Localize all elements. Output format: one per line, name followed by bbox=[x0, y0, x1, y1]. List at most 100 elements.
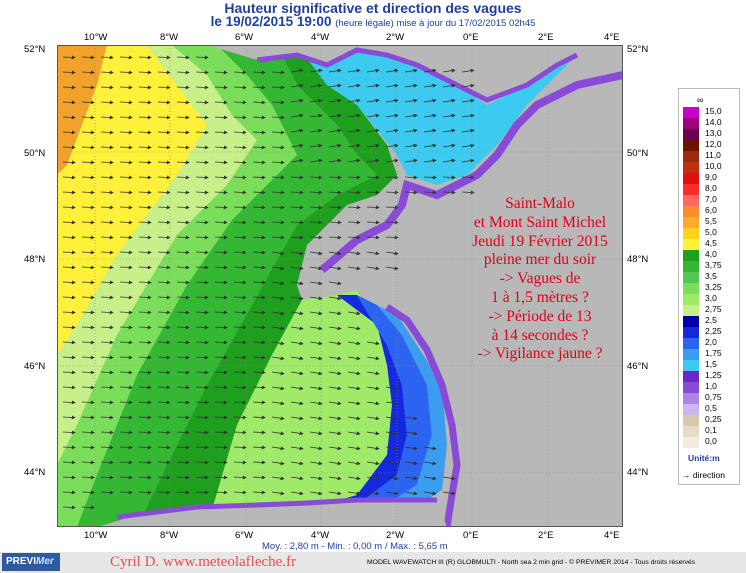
wave-direction-arrow bbox=[347, 386, 361, 391]
wave-direction-arrow bbox=[157, 115, 171, 120]
wave-direction-arrow bbox=[100, 355, 114, 360]
wave-direction-arrow bbox=[252, 355, 266, 360]
wave-direction-arrow bbox=[176, 355, 190, 360]
wave-direction-arrow bbox=[81, 505, 95, 510]
sea-band-darkgreen bbox=[137, 45, 397, 527]
wave-direction-arrow bbox=[252, 475, 266, 480]
legend-swatch bbox=[683, 272, 699, 283]
wave-direction-arrow bbox=[195, 130, 209, 135]
wave-direction-arrow bbox=[100, 385, 114, 390]
wave-direction-arrow bbox=[138, 55, 152, 60]
wave-direction-arrow bbox=[290, 175, 304, 180]
wave-direction-arrow bbox=[100, 235, 114, 240]
wave-direction-arrow bbox=[309, 491, 323, 496]
wave-direction-arrow bbox=[366, 113, 380, 118]
wave-direction-arrow bbox=[252, 100, 266, 105]
wave-direction-arrow bbox=[328, 190, 342, 195]
wave-direction-arrow bbox=[271, 85, 285, 90]
wave-direction-arrow bbox=[461, 143, 475, 148]
wave-direction-arrow bbox=[290, 68, 304, 73]
legend-swatch bbox=[683, 371, 699, 382]
wave-direction-arrow bbox=[347, 341, 361, 346]
lat-label-right: 52°N bbox=[627, 44, 649, 55]
wave-direction-arrow bbox=[157, 55, 171, 60]
legend-swatch bbox=[683, 393, 699, 404]
wave-direction-arrow bbox=[328, 341, 342, 346]
wave-direction-arrow bbox=[404, 446, 418, 451]
wave-direction-arrow bbox=[119, 175, 133, 180]
wave-direction-arrow bbox=[176, 130, 190, 135]
wave-direction-arrow bbox=[347, 401, 361, 406]
wave-direction-arrow bbox=[271, 416, 285, 421]
wave-direction-arrow bbox=[366, 386, 380, 391]
wave-direction-arrow bbox=[62, 505, 76, 510]
wave-direction-arrow bbox=[366, 68, 380, 73]
wave-direction-arrow bbox=[214, 235, 228, 240]
legend-swatch bbox=[683, 327, 699, 338]
wave-direction-arrow bbox=[309, 98, 323, 103]
wave-direction-arrow bbox=[81, 280, 95, 285]
wave-direction-arrow bbox=[62, 70, 76, 75]
wave-direction-arrow bbox=[176, 220, 190, 225]
wave-direction-arrow bbox=[233, 235, 247, 240]
wave-direction-arrow bbox=[328, 235, 342, 240]
wave-direction-arrow bbox=[176, 190, 190, 195]
wave-direction-arrow bbox=[309, 235, 323, 240]
wave-direction-arrow bbox=[271, 175, 285, 180]
wave-direction-arrow bbox=[271, 100, 285, 105]
legend-top-symbol: ∞ bbox=[697, 95, 704, 105]
wave-direction-arrow bbox=[138, 475, 152, 480]
wave-direction-arrow bbox=[233, 70, 247, 75]
wave-direction-arrow bbox=[328, 143, 342, 148]
wave-direction-arrow bbox=[309, 311, 323, 316]
sea-band-lightgreen bbox=[57, 45, 297, 527]
wave-direction-arrow bbox=[442, 143, 456, 148]
legend-swatch bbox=[683, 283, 699, 294]
wave-direction-arrow bbox=[157, 205, 171, 210]
legend-level-label: 2,5 bbox=[705, 315, 717, 325]
legend-level-label: 5,0 bbox=[705, 227, 717, 237]
wave-direction-arrow bbox=[62, 430, 76, 435]
wave-direction-arrow bbox=[309, 83, 323, 88]
wave-direction-arrow bbox=[290, 341, 304, 346]
wave-direction-arrow bbox=[404, 461, 418, 466]
wave-direction-arrow bbox=[366, 205, 380, 210]
wave-direction-arrow bbox=[62, 445, 76, 450]
wave-direction-arrow bbox=[62, 115, 76, 120]
wave-direction-arrow bbox=[366, 175, 380, 180]
wave-direction-arrow bbox=[290, 266, 304, 271]
wave-direction-arrow bbox=[328, 416, 342, 421]
wave-direction-arrow bbox=[233, 115, 247, 120]
wave-direction-arrow bbox=[347, 113, 361, 118]
wave-direction-arrow bbox=[233, 430, 247, 435]
wave-direction-arrow bbox=[461, 68, 475, 73]
wave-direction-arrow bbox=[309, 281, 323, 286]
wave-direction-arrow bbox=[252, 235, 266, 240]
legend-level-label: 8,0 bbox=[705, 183, 717, 193]
legend-swatch bbox=[683, 118, 699, 129]
wave-direction-arrow bbox=[100, 295, 114, 300]
wave-direction-arrow bbox=[157, 445, 171, 450]
wave-direction-arrow bbox=[252, 280, 266, 285]
wave-direction-arrow bbox=[100, 325, 114, 330]
lon-label-bottom: 10°W bbox=[84, 530, 108, 541]
wave-direction-arrow bbox=[138, 100, 152, 105]
wave-direction-arrow bbox=[252, 145, 266, 150]
wave-direction-arrow bbox=[309, 341, 323, 346]
wave-direction-arrow bbox=[119, 220, 133, 225]
wave-direction-arrow bbox=[138, 460, 152, 465]
wave-direction-arrow bbox=[214, 310, 228, 315]
wave-direction-arrow bbox=[423, 461, 437, 466]
wave-direction-arrow bbox=[328, 83, 342, 88]
legend-swatch bbox=[683, 415, 699, 426]
wave-direction-arrow bbox=[138, 235, 152, 240]
wave-direction-arrow bbox=[138, 85, 152, 90]
lon-label-bottom: 2°W bbox=[386, 530, 405, 541]
wave-direction-arrow bbox=[233, 265, 247, 270]
wave-direction-arrow bbox=[442, 68, 456, 73]
sea-band-lightblue bbox=[207, 290, 392, 527]
wave-direction-arrow bbox=[100, 85, 114, 90]
wave-direction-arrow bbox=[100, 250, 114, 255]
wave-direction-arrow bbox=[176, 445, 190, 450]
wave-direction-arrow bbox=[385, 158, 399, 163]
